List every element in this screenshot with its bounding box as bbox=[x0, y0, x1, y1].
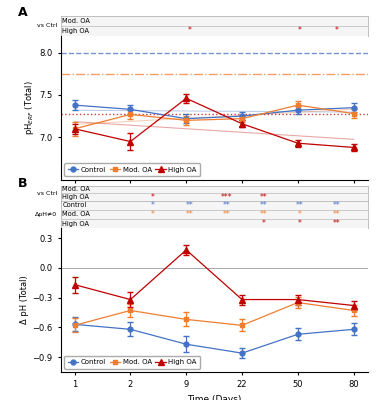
Text: vs Ctrl: vs Ctrl bbox=[37, 191, 58, 196]
Text: High OA: High OA bbox=[62, 194, 89, 200]
Text: **: ** bbox=[333, 210, 341, 219]
Text: *: * bbox=[188, 26, 191, 35]
Text: High OA: High OA bbox=[62, 220, 89, 226]
Text: **: ** bbox=[333, 219, 341, 228]
Text: Control: Control bbox=[62, 202, 86, 208]
Text: **: ** bbox=[333, 201, 341, 210]
Text: *: * bbox=[151, 192, 155, 202]
Text: **: ** bbox=[259, 210, 267, 219]
Text: vs Ctrl: vs Ctrl bbox=[37, 23, 58, 28]
Text: B: B bbox=[18, 176, 27, 190]
Text: *: * bbox=[298, 210, 302, 219]
Text: **: ** bbox=[186, 201, 193, 210]
Text: Mod. OA: Mod. OA bbox=[62, 18, 90, 24]
Legend: Control, Mod. OA, High OA: Control, Mod. OA, High OA bbox=[64, 356, 200, 368]
Text: ***: *** bbox=[221, 192, 232, 202]
Text: **: ** bbox=[259, 201, 267, 210]
Text: **: ** bbox=[259, 192, 267, 202]
Text: *: * bbox=[298, 219, 302, 228]
Text: *: * bbox=[261, 219, 265, 228]
Text: *: * bbox=[151, 201, 155, 210]
Legend: Control, Mod. OA, High OA: Control, Mod. OA, High OA bbox=[64, 163, 200, 176]
Text: ΔpH≠0: ΔpH≠0 bbox=[36, 212, 58, 217]
Text: Mod. OA: Mod. OA bbox=[62, 186, 90, 192]
X-axis label: Time (Days): Time (Days) bbox=[187, 202, 241, 212]
Text: *: * bbox=[335, 26, 339, 35]
Text: **: ** bbox=[296, 201, 304, 210]
Text: Mod. OA: Mod. OA bbox=[62, 212, 90, 218]
Text: **: ** bbox=[222, 210, 230, 219]
Text: **: ** bbox=[222, 201, 230, 210]
Text: *: * bbox=[151, 210, 155, 219]
Text: *: * bbox=[298, 26, 302, 35]
X-axis label: Time (Days): Time (Days) bbox=[187, 395, 241, 400]
Text: High OA: High OA bbox=[62, 28, 89, 34]
Text: **: ** bbox=[186, 210, 193, 219]
Y-axis label: Δ pH (Total): Δ pH (Total) bbox=[20, 276, 29, 324]
Y-axis label: pH$_{ERF}$ (Total): pH$_{ERF}$ (Total) bbox=[23, 80, 36, 135]
Text: A: A bbox=[18, 6, 27, 19]
